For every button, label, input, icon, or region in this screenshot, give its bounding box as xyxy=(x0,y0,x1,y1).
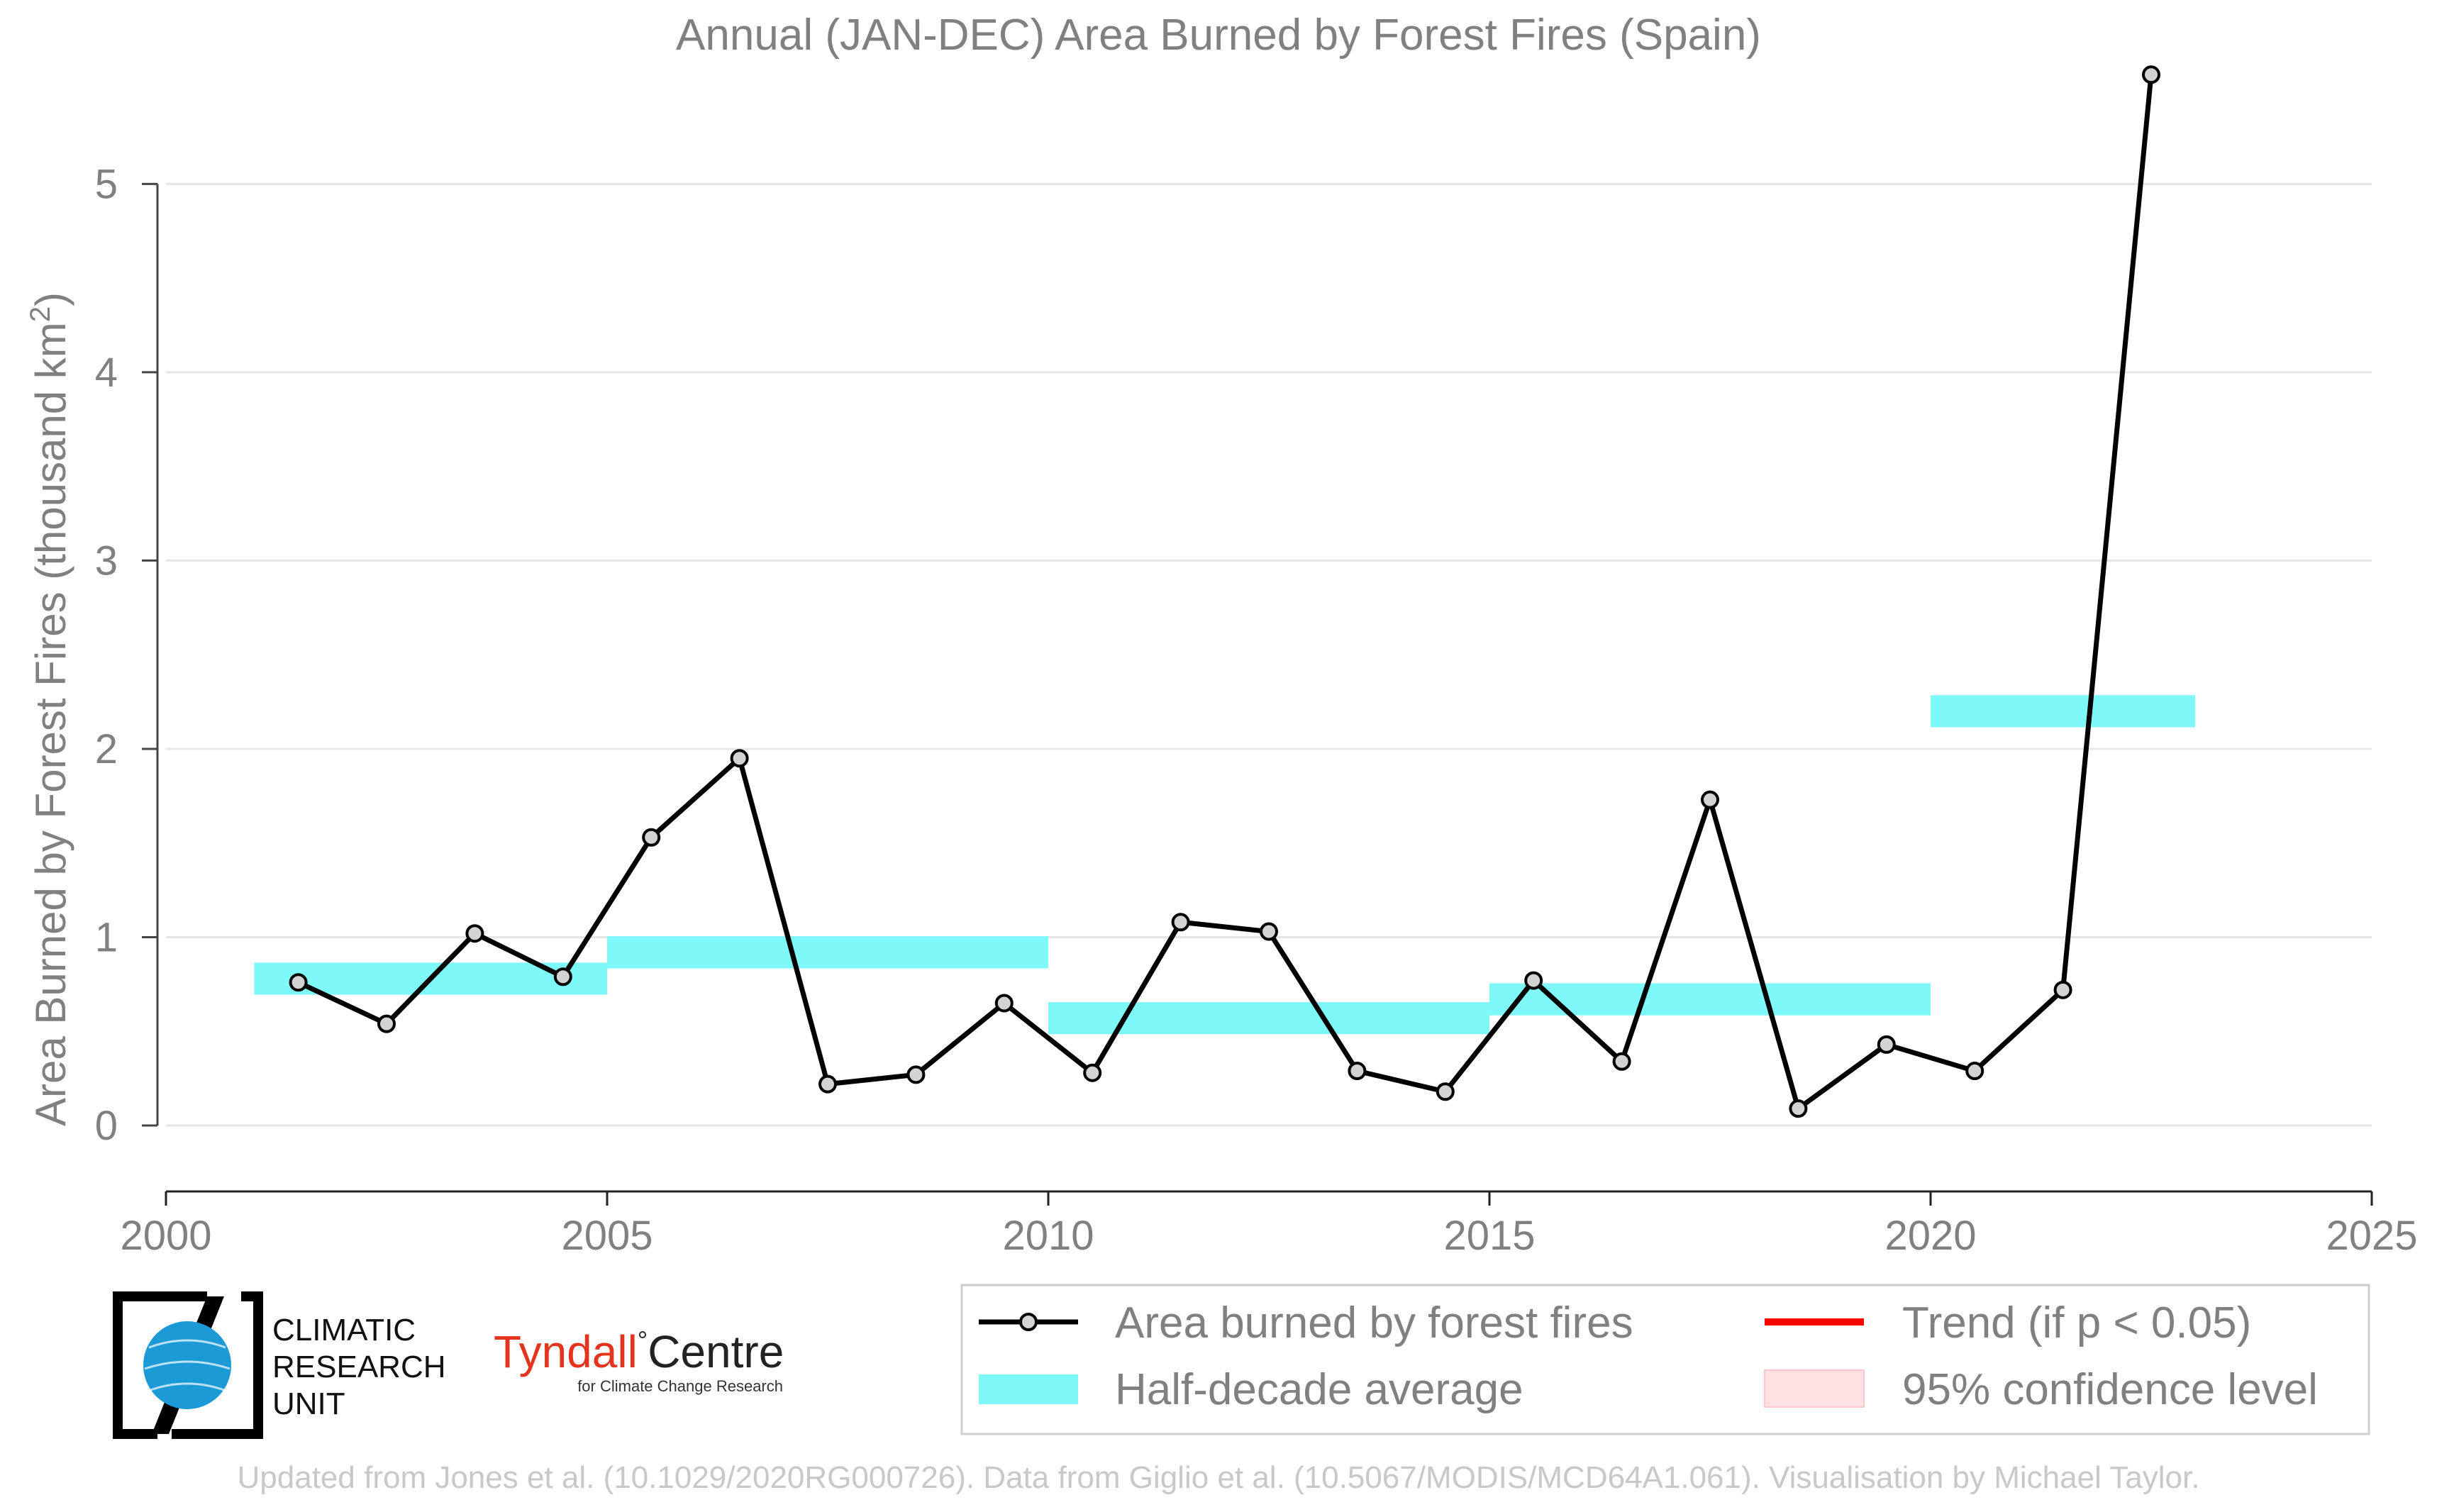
y-tick-label-3: 3 xyxy=(95,538,118,584)
data-point-2006.5 xyxy=(730,749,749,768)
tyndall-logo: Tyndall°Centre for Climate Change Resear… xyxy=(494,1325,784,1395)
legend-marker-swatch xyxy=(1019,1313,1038,1331)
data-point-2003.5 xyxy=(465,924,484,943)
data-point-2002.5 xyxy=(377,1014,396,1033)
half-decade-band-3 xyxy=(1048,1002,1489,1035)
tyndall-subtitle: for Climate Change Research xyxy=(577,1377,783,1395)
y-tick-label-4: 4 xyxy=(95,350,118,396)
area-burned-line xyxy=(297,74,2154,1111)
x-tick-label-2000: 2000 xyxy=(120,1213,211,1259)
y-tick-label-2: 2 xyxy=(95,726,118,772)
cru-line-3: UNIT xyxy=(272,1386,345,1421)
grid-lines xyxy=(166,182,2372,1127)
legend-label-half-decade: Half-decade average xyxy=(1115,1365,1523,1414)
cru-line-2: RESEARCH xyxy=(272,1350,446,1384)
y-tick-label-0: 0 xyxy=(95,1103,118,1149)
data-point-2017.5 xyxy=(1701,790,1719,809)
legend-confidence-swatch xyxy=(1764,1369,1865,1408)
data-point-2012.5 xyxy=(1260,922,1278,941)
data-point-2020.5 xyxy=(1965,1062,1984,1081)
data-point-2016.5 xyxy=(1612,1052,1631,1071)
axes: 0 1 2 3 4 5 2000 2005 2010 2015 2020 2025 xyxy=(95,161,2418,1259)
chart-title: Annual (JAN-DEC) Area Burned by Forest F… xyxy=(676,11,1761,60)
y-axis-label: Area Burned by Forest Fires (thousand km… xyxy=(25,292,74,1126)
data-point-2010.5 xyxy=(1083,1063,1102,1082)
legend-half-decade-swatch xyxy=(979,1374,1078,1404)
footer-credit: Updated from Jones et al. (10.1029/2020R… xyxy=(238,1460,2200,1495)
cru-logo-emblem xyxy=(113,1291,263,1439)
legend-box xyxy=(960,1284,2370,1435)
legend-label-area-burned: Area burned by forest fires xyxy=(1115,1299,1633,1347)
data-point-2015.5 xyxy=(1524,971,1543,990)
half-decade-bands xyxy=(254,695,2196,1035)
area-burned-series xyxy=(289,65,2160,1118)
data-point-2018.5 xyxy=(1789,1099,1808,1118)
legend-label-trend: Trend (if p < 0.05) xyxy=(1902,1299,2251,1347)
data-point-2011.5 xyxy=(1171,913,1190,932)
tyndall-name: Tyndall xyxy=(494,1326,638,1377)
tyndall-wordmark: Tyndall°Centre xyxy=(494,1325,784,1377)
data-point-2013.5 xyxy=(1348,1062,1367,1081)
data-point-2007.5 xyxy=(818,1074,837,1094)
data-point-2005.5 xyxy=(642,828,661,847)
y-axis-label-main: Area Burned by Forest Fires (thousand km xyxy=(27,322,74,1126)
y-axis-label-superscript: 2 xyxy=(25,306,56,322)
y-tick-label-5: 5 xyxy=(95,161,118,207)
legend: Area burned by forest fires Trend (if p … xyxy=(960,1284,2370,1435)
data-point-2001.5 xyxy=(289,973,308,992)
legend-label-confidence: 95% confidence level xyxy=(1902,1365,2318,1414)
data-point-2009.5 xyxy=(994,994,1014,1013)
x-tick-label-2005: 2005 xyxy=(561,1213,653,1259)
data-point-2019.5 xyxy=(1877,1035,1896,1054)
cru-logo: CLIMATIC RESEARCH UNIT xyxy=(113,1291,446,1439)
x-tick-label-2020: 2020 xyxy=(1884,1213,1976,1259)
data-point-2008.5 xyxy=(906,1065,926,1084)
half-decade-band-2 xyxy=(607,936,1048,969)
half-decade-band-5 xyxy=(1931,695,2196,728)
data-point-2021.5 xyxy=(2053,980,2072,999)
x-tick-label-2015: 2015 xyxy=(1443,1213,1535,1259)
y-axis-label-end: ) xyxy=(27,292,74,306)
tyndall-centre: Centre xyxy=(648,1326,784,1377)
data-point-2014.5 xyxy=(1436,1082,1455,1101)
x-tick-label-2025: 2025 xyxy=(2326,1213,2417,1259)
data-point-2004.5 xyxy=(553,967,572,986)
x-tick-label-2010: 2010 xyxy=(1002,1213,1094,1259)
cru-line-1: CLIMATIC xyxy=(272,1313,416,1347)
tyndall-degree: ° xyxy=(638,1325,648,1355)
data-point-2022.5 xyxy=(2142,65,2160,84)
y-tick-label-1: 1 xyxy=(95,915,118,961)
